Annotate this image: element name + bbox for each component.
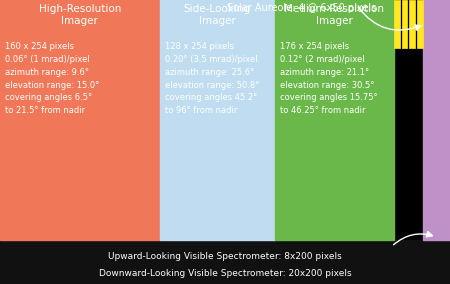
Text: Medium-Resolution
Imager: Medium-Resolution Imager [284,4,384,26]
Text: 160 x 254 pixels
0.06° (1 mrad)/pixel
azimuth range: 9.6°
elevation range: 15.0°: 160 x 254 pixels 0.06° (1 mrad)/pixel az… [5,42,99,115]
Text: High-Resolution
Imager: High-Resolution Imager [39,4,121,26]
Text: 176 x 254 pixels
0.12° (2 mrad)/pixel
azimuth range: 21.1°
elevation range: 30.5: 176 x 254 pixels 0.12° (2 mrad)/pixel az… [279,42,377,115]
Text: Solar Aureole: 4 @ 6x50 pixels: Solar Aureole: 4 @ 6x50 pixels [227,3,376,13]
Bar [274,0,394,240]
Text: Downward-Looking Visible Spectrometer: 20x200 pixels: Downward-Looking Visible Spectrometer: 2… [99,269,351,277]
Bar [409,0,415,48]
Bar [0,0,160,240]
Text: Upward-Looking Visible Spectrometer: 8x200 pixels: Upward-Looking Visible Spectrometer: 8x2… [108,252,342,261]
Text: Side-Looking
Imager: Side-Looking Imager [184,4,251,26]
Bar [0,240,450,284]
Bar [401,0,408,48]
Bar [394,0,400,48]
Text: 128 x 254 pixels
0.20° (3.5 mrad)/pixel
azimuth range: 25.6°
elevation range: 50: 128 x 254 pixels 0.20° (3.5 mrad)/pixel … [165,42,259,115]
Bar [417,0,423,48]
Bar [160,0,274,240]
Bar [423,0,450,240]
